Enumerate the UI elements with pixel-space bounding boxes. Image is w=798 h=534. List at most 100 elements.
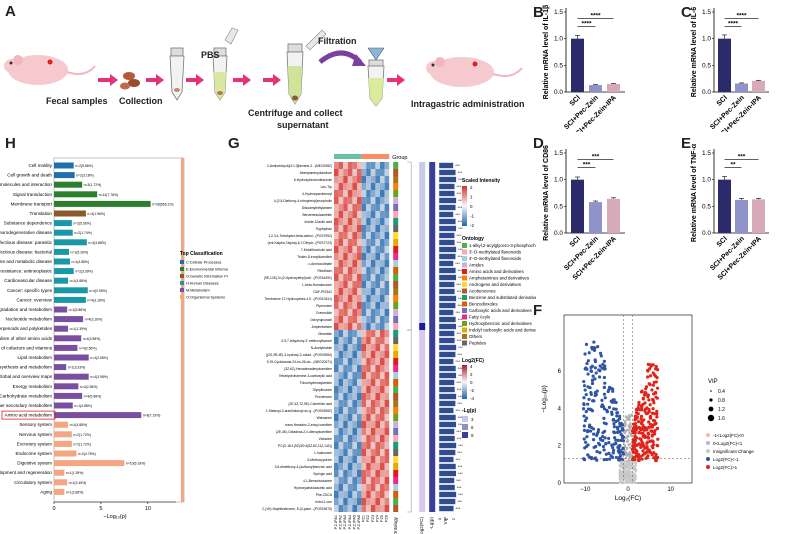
- ontology-cell: [393, 239, 399, 246]
- point-down: [601, 431, 605, 435]
- ontology-cell: [393, 316, 399, 323]
- heatmap-cell: [366, 211, 371, 218]
- heatmap-cell: [384, 351, 390, 358]
- mouse-donor-illustration: [4, 55, 96, 85]
- vip-size-dot-1: [709, 398, 713, 402]
- heatmap-cell: [334, 470, 339, 477]
- point-down: [585, 416, 589, 420]
- heatmap-cell: [352, 456, 357, 463]
- kegg-bar-3: [54, 191, 98, 198]
- point-down: [612, 398, 616, 402]
- kegg-bar-4: [54, 200, 151, 207]
- ontology-label-7: Azobenzenes: [469, 289, 496, 294]
- point-down: [614, 441, 618, 446]
- sig-mark: ***: [458, 464, 463, 469]
- kegg-count-9: n=1(5.26%): [71, 250, 89, 254]
- metabolite-label-46: Hydroxyaindolcacetic acid: [294, 486, 332, 490]
- heatmap-cell: [375, 267, 380, 274]
- legend-swatch-h-0: [180, 260, 184, 264]
- point-up: [643, 446, 647, 450]
- kegg-count-30: n=2(4.78%): [78, 452, 96, 456]
- vip-bar: [439, 190, 455, 197]
- kegg-count-2: n=3(1.72%): [84, 183, 102, 187]
- heatmap-cell: [347, 204, 353, 211]
- point-up: [650, 425, 654, 429]
- point-down: [589, 457, 594, 461]
- heatmap-cell: [334, 288, 339, 295]
- scale-tick-3: -1: [470, 214, 474, 219]
- heatmap-cell: [375, 288, 380, 295]
- heatmap-cell: [384, 435, 390, 442]
- point-down: [615, 414, 619, 418]
- metabolite-label-48: Indol-2-one: [315, 500, 332, 504]
- heatmap-cell: [370, 351, 376, 358]
- heatmap-cell: [347, 456, 353, 463]
- heatmap-cell: [380, 281, 385, 288]
- heatmap-cell: [361, 505, 367, 512]
- heatmap-cell: [347, 505, 353, 512]
- heatmap-cell: [347, 344, 353, 351]
- heatmap-cell: [375, 407, 380, 414]
- ytick-label-E: 1.5: [702, 150, 711, 157]
- ontology-cell: [393, 505, 399, 512]
- kegg-bar-9: [54, 248, 70, 255]
- point-down: [614, 407, 618, 411]
- vip-axis-label-2: 2: [451, 517, 456, 520]
- heatmap-cell: [370, 267, 376, 274]
- heatmap-cell: [357, 246, 362, 253]
- heatmap-cell: [357, 407, 362, 414]
- point-up: [634, 435, 638, 440]
- ontology-cell: [393, 302, 399, 309]
- heatmap-cell: [334, 337, 339, 344]
- heatmap-cell: [384, 316, 390, 323]
- heatmap-cell: [338, 407, 344, 414]
- point-down: [614, 455, 618, 460]
- ontology-swatch-10: [462, 308, 467, 313]
- heatmap-cell: [352, 267, 357, 274]
- lgp-cell: [429, 456, 436, 463]
- heatmap-cell: [375, 505, 380, 512]
- heatmap-cell: [370, 295, 376, 302]
- heatmap-cell: [357, 351, 362, 358]
- log2fc-cell: [419, 414, 426, 421]
- heatmap-cell: [347, 169, 353, 176]
- heatmap-cell: [352, 302, 357, 309]
- heatmap-cell: [384, 365, 390, 372]
- point-up: [652, 430, 656, 435]
- point-up: [650, 444, 654, 448]
- point-down: [589, 392, 593, 396]
- kegg-count-18: n=4(3.98%): [83, 337, 101, 341]
- heatmap-cell: [357, 491, 362, 498]
- kegg-label-24: Carbohydrate metabolism: [0, 393, 52, 398]
- heatmap-cell: [361, 491, 367, 498]
- heatmap-cell: [357, 225, 362, 232]
- log2fc-cell: [419, 435, 426, 442]
- heatmap-cell: [366, 365, 371, 372]
- heatmap-cell: [384, 267, 390, 274]
- point-down: [602, 375, 606, 380]
- ytick-label-B: 0.0: [554, 89, 563, 96]
- sig-mark: ***: [458, 268, 463, 273]
- point-down: [599, 354, 603, 358]
- point-up: [640, 405, 644, 409]
- heatmap-cell: [347, 365, 353, 372]
- bar-B-2: [607, 84, 620, 92]
- point-up: [655, 415, 659, 419]
- kegg-label-7: Neurodegenerative disease: [0, 230, 52, 235]
- point-up: [640, 457, 644, 461]
- point-up: [636, 419, 641, 424]
- lgp-cell: [429, 463, 436, 470]
- heatmap-cell: [357, 442, 362, 449]
- kegg-bar-1: [54, 172, 75, 179]
- ontology-title: Ontology: [462, 236, 484, 242]
- point-insig: [623, 474, 626, 478]
- heatmap-cell: [361, 393, 367, 400]
- heatmap-cell: [384, 281, 390, 288]
- vip-bar: [439, 225, 457, 232]
- vip-bar: [439, 302, 456, 309]
- metabolite-label-38: (2E,4E)-Octadeca-2,4-dienoylcarnitine: [276, 430, 332, 434]
- heatmap-cell: [366, 351, 371, 358]
- heatmap-cell: [338, 295, 344, 302]
- heatmap-cell: [361, 330, 367, 337]
- log2fc-tick-1: 2: [470, 372, 473, 377]
